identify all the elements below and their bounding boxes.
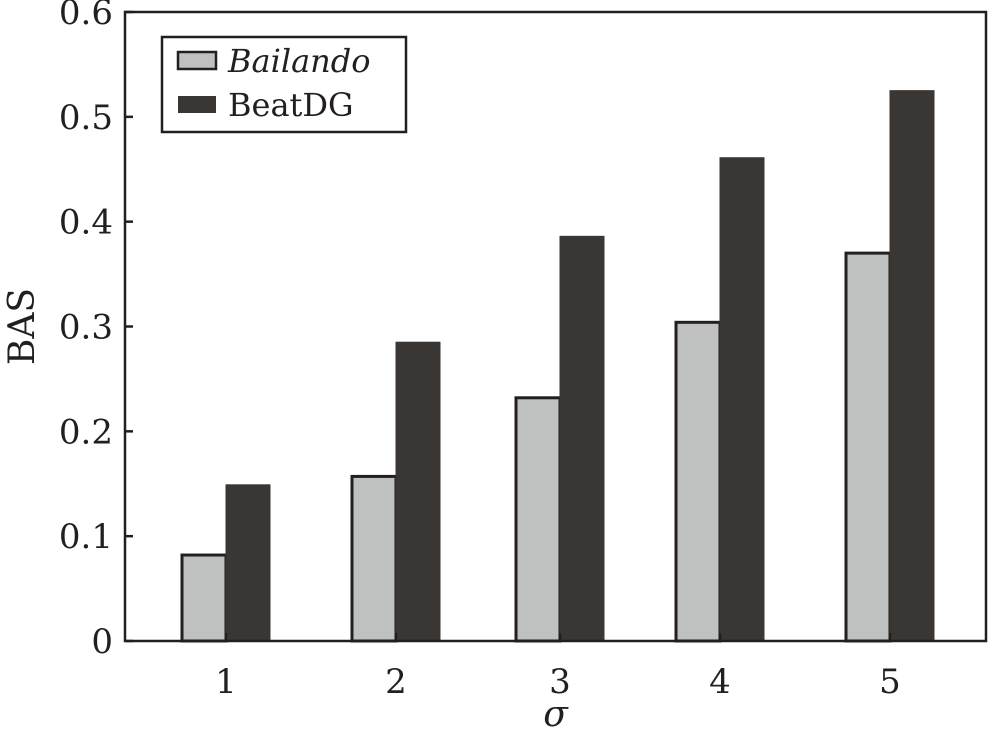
x-axis-ticks: 1 2 3 4 5 (215, 633, 901, 702)
plot-frame (123, 10, 988, 643)
bar-beatdg-5 (889, 90, 935, 642)
y-tick-label: 0.6 (59, 0, 113, 33)
y-tick-label: 0.2 (59, 412, 113, 452)
x-tick-label: 4 (709, 662, 731, 702)
x-tick-label: 3 (549, 662, 571, 702)
y-axis-label: BAS (2, 288, 43, 365)
y-tick-label: 0.3 (59, 308, 113, 348)
bars-group (180, 90, 935, 643)
bar-bailando-5 (844, 251, 892, 643)
y-tick-label: 0.5 (59, 98, 113, 138)
legend-swatch-bailando (176, 50, 218, 71)
bar-bailando-4 (674, 320, 722, 643)
x-tick-label: 1 (215, 662, 237, 702)
bar-beatdg-2 (395, 341, 441, 642)
legend-swatch-beatdg (178, 96, 216, 113)
y-tick-label: 0 (91, 622, 113, 662)
bar-beatdg-4 (719, 157, 765, 642)
x-tick-label: 5 (879, 662, 901, 702)
bar-beatdg-3 (559, 235, 605, 642)
x-tick-label: 2 (385, 662, 407, 702)
legend-label-bailando: Bailando (227, 42, 371, 80)
legend-label-beatdg: BeatDG (228, 86, 354, 124)
y-axis-ticks: 0 0.1 0.2 0.3 0.4 0.5 0.6 (59, 0, 133, 662)
bar-bailando-2 (350, 474, 398, 643)
bar-beatdg-1 (225, 484, 271, 642)
legend: Bailando BeatDG (160, 35, 408, 134)
bar-bailando-3 (514, 396, 562, 643)
x-axis-label: σ (543, 694, 569, 733)
bar-bailando-1 (180, 553, 228, 643)
y-tick-label: 0.4 (59, 203, 113, 243)
y-tick-label: 0.1 (59, 517, 113, 557)
